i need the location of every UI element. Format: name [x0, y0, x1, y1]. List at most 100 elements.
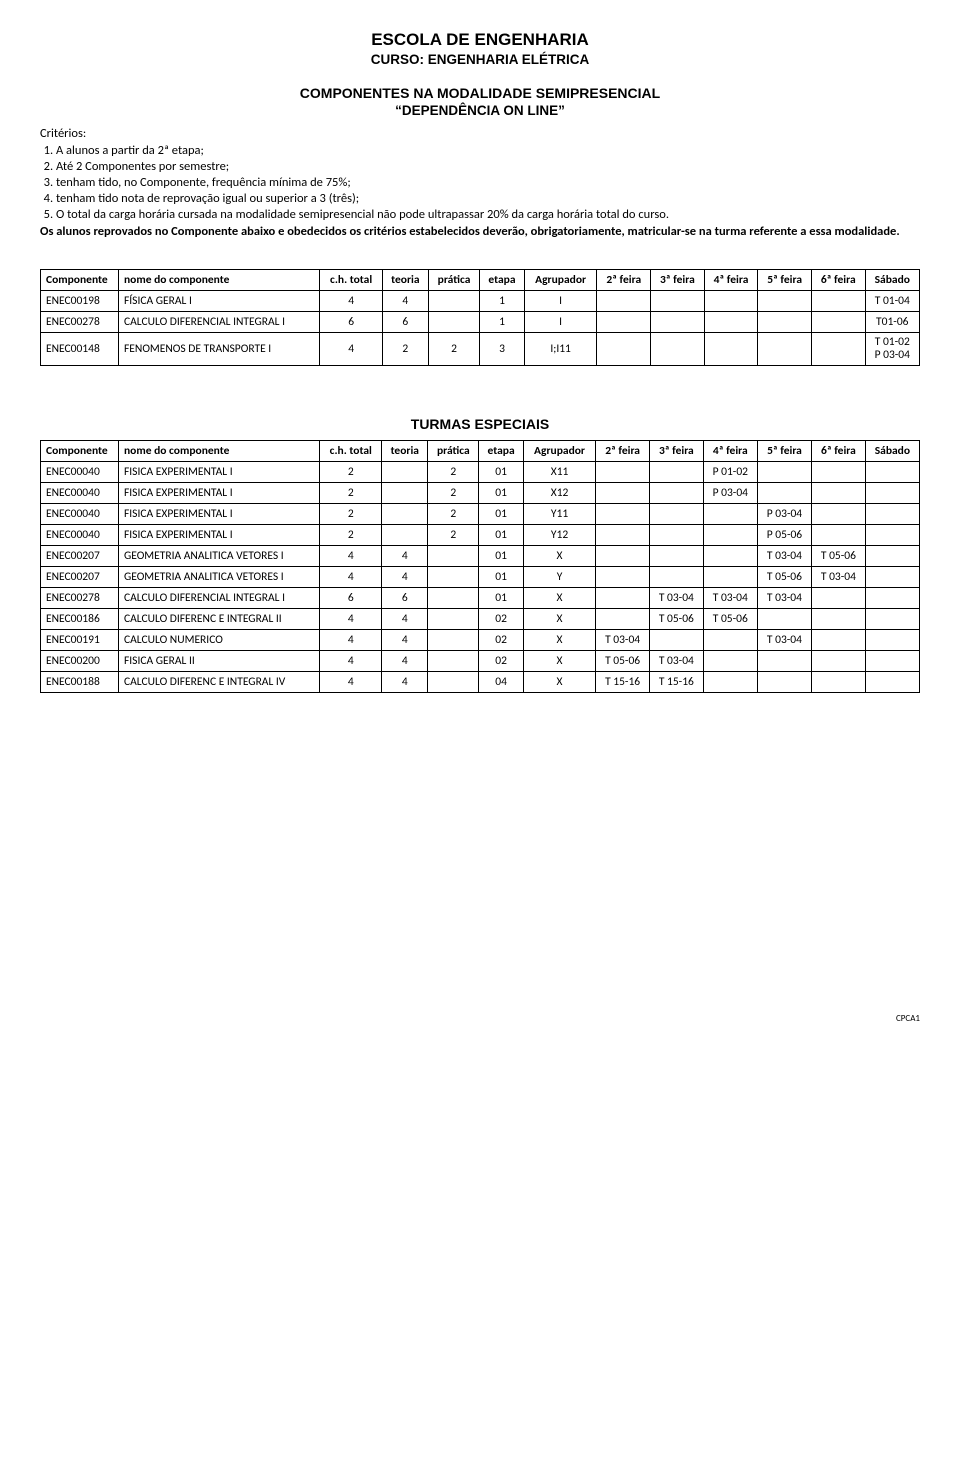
page-footer-code: CPCA1 [40, 1013, 920, 1024]
cell-sabado [865, 483, 919, 504]
criteria-item: A alunos a partir da 2ª etapa; [56, 143, 920, 158]
cell-sabado [865, 567, 919, 588]
cell-teoria [382, 462, 428, 483]
cell-nome: FISICA GERAL II [119, 651, 320, 672]
col-nome: nome do componente [119, 270, 320, 291]
cell-3feira [649, 630, 703, 651]
cell-pratica [428, 672, 479, 693]
cell-componente: ENEC00188 [41, 672, 119, 693]
table-row: ENEC00186CALCULO DIFERENC E INTEGRAL II4… [41, 609, 920, 630]
cell-teoria: 4 [382, 630, 428, 651]
col-6feira: 6ª feira [811, 270, 865, 291]
cell-sabado [865, 672, 919, 693]
cell-sabado [865, 504, 919, 525]
cell-nome: CALCULO DIFERENC E INTEGRAL IV [119, 672, 320, 693]
cell-teoria: 4 [382, 546, 428, 567]
cell-sabado: T 01-04 [865, 291, 919, 312]
col-2feira: 2ª feira [596, 441, 650, 462]
document-header: ESCOLA DE ENGENHARIA CURSO: ENGENHARIA E… [40, 30, 920, 118]
criteria-note: Os alunos reprovados no Componente abaix… [40, 224, 920, 239]
cell-agrupador: Y11 [523, 504, 595, 525]
components-table: Componente nome do componente c.h. total… [40, 269, 920, 366]
cell-etapa: 01 [479, 567, 524, 588]
col-pratica: prática [428, 270, 479, 291]
cell-ch: 2 [320, 525, 382, 546]
col-5feira: 5ª feira [758, 270, 812, 291]
cell-6feira [812, 630, 866, 651]
cell-componente: ENEC00278 [41, 588, 119, 609]
school-name: ESCOLA DE ENGENHARIA [40, 30, 920, 50]
cell-4feira [703, 630, 757, 651]
cell-teoria [382, 504, 428, 525]
cell-3feira: T 15-16 [649, 672, 703, 693]
cell-pratica [428, 291, 479, 312]
cell-ch: 4 [320, 651, 382, 672]
table-row: ENEC00040FISICA EXPERIMENTAL I2201X11P 0… [41, 462, 920, 483]
col-teoria: teoria [382, 441, 428, 462]
cell-4feira [703, 672, 757, 693]
cell-5feira [758, 333, 812, 366]
cell-teoria: 4 [382, 651, 428, 672]
cell-teoria: 4 [382, 609, 428, 630]
table-row: ENEC00198FÍSICA GERAL I441IT 01-04 [41, 291, 920, 312]
cell-etapa: 01 [479, 588, 524, 609]
cell-etapa: 02 [479, 651, 524, 672]
cell-sabado [865, 609, 919, 630]
cell-4feira: P 03-04 [703, 483, 757, 504]
col-agrupador: Agrupador [524, 270, 597, 291]
cell-etapa: 1 [480, 312, 525, 333]
cell-etapa: 1 [480, 291, 525, 312]
col-nome: nome do componente [119, 441, 320, 462]
table-row: ENEC00040FISICA EXPERIMENTAL I2201Y12P 0… [41, 525, 920, 546]
cell-2feira [596, 588, 650, 609]
cell-3feira: T 03-04 [649, 588, 703, 609]
table-row: ENEC00207GEOMETRIA ANALITICA VETORES I44… [41, 567, 920, 588]
cell-4feira [703, 525, 757, 546]
cell-etapa: 3 [480, 333, 525, 366]
criteria-item: tenham tido, no Componente, frequência m… [56, 175, 920, 190]
col-5feira: 5ª feira [757, 441, 811, 462]
modality-title-1: COMPONENTES NA MODALIDADE SEMIPRESENCIAL [40, 85, 920, 101]
criteria-block: Critérios: A alunos a partir da 2ª etapa… [40, 126, 920, 239]
cell-2feira: T 03-04 [596, 630, 650, 651]
cell-2feira [596, 546, 650, 567]
table-row: ENEC00278CALCULO DIFERENCIAL INTEGRAL I6… [41, 312, 920, 333]
cell-teoria: 4 [382, 567, 428, 588]
cell-5feira: P 05-06 [757, 525, 811, 546]
cell-2feira [597, 291, 651, 312]
cell-ch: 4 [320, 291, 382, 312]
table-head: Componente nome do componente c.h. total… [41, 441, 920, 462]
cell-nome: FISICA EXPERIMENTAL I [119, 462, 320, 483]
cell-6feira [812, 462, 866, 483]
cell-teoria: 6 [382, 588, 428, 609]
table-row: ENEC00278CALCULO DIFERENCIAL INTEGRAL I6… [41, 588, 920, 609]
col-agrupador: Agrupador [523, 441, 595, 462]
cell-pratica [428, 312, 479, 333]
cell-ch: 4 [320, 567, 382, 588]
cell-nome: FENOMENOS DE TRANSPORTE I [119, 333, 320, 366]
cell-5feira: T 03-04 [757, 546, 811, 567]
cell-ch: 4 [320, 546, 382, 567]
cell-4feira [704, 333, 758, 366]
cell-6feira: T 03-04 [812, 567, 866, 588]
cell-2feira [596, 483, 650, 504]
cell-etapa: 02 [479, 609, 524, 630]
cell-6feira [811, 312, 865, 333]
cell-4feira [704, 291, 758, 312]
cell-pratica [428, 546, 479, 567]
cell-etapa: 02 [479, 630, 524, 651]
table-row: ENEC00191CALCULO NUMERICO4402XT 03-04T 0… [41, 630, 920, 651]
col-teoria: teoria [382, 270, 428, 291]
cell-3feira [649, 546, 703, 567]
cell-3feira [649, 525, 703, 546]
cell-2feira [596, 525, 650, 546]
cell-5feira [757, 483, 811, 504]
cell-pratica [428, 630, 479, 651]
cell-2feira [596, 567, 650, 588]
cell-pratica: 2 [428, 483, 479, 504]
cell-4feira [703, 651, 757, 672]
cell-5feira [757, 672, 811, 693]
table-row: ENEC00040FISICA EXPERIMENTAL I2201X12P 0… [41, 483, 920, 504]
cell-5feira [758, 291, 812, 312]
cell-5feira [757, 462, 811, 483]
